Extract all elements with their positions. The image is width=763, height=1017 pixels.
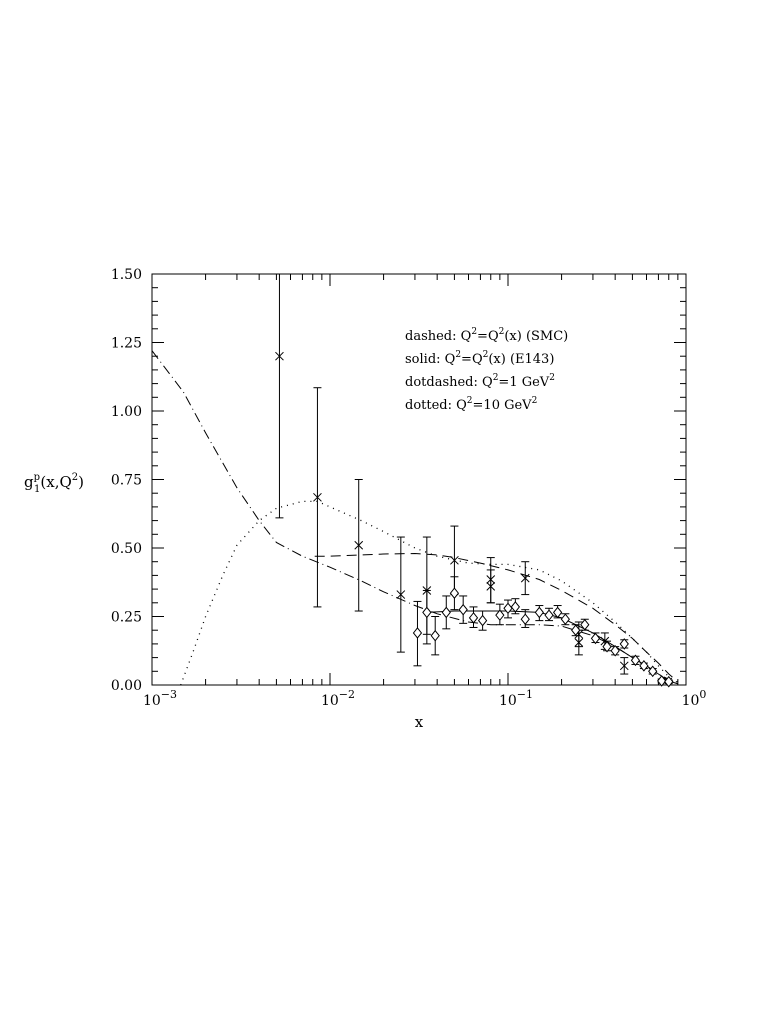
diamond-point <box>571 624 581 637</box>
diamond-marker <box>422 606 432 619</box>
tick-marks <box>151 273 687 686</box>
diamond-marker <box>619 638 629 650</box>
cross-marker <box>574 638 584 647</box>
legend: dashed: Q2=Q2(x) (SMC) solid: Q2=Q2(x) (E… <box>405 327 568 413</box>
diamond-marker <box>560 613 570 626</box>
diamond-marker <box>477 614 488 627</box>
diamond-marker <box>503 602 513 615</box>
diamond-point <box>430 616 440 656</box>
diamond-marker <box>520 613 530 626</box>
diamond-point <box>602 640 612 653</box>
diamond-point <box>619 638 629 650</box>
cross-marker <box>486 582 496 591</box>
diamond-marker <box>441 606 451 619</box>
solid-curve <box>426 610 679 685</box>
diamond-marker <box>534 606 544 619</box>
diamond-point <box>449 576 460 611</box>
diamond-marker <box>639 660 649 672</box>
y-tick-label: 0.25 <box>111 610 142 626</box>
diamond-point <box>630 654 641 667</box>
diamond-marker <box>449 587 460 600</box>
diamond-point <box>495 603 505 626</box>
cross-marker <box>450 555 459 565</box>
diamond-marker <box>552 606 563 619</box>
y-tick-label: 0.50 <box>111 541 142 557</box>
data-points <box>275 273 674 688</box>
cross-marker <box>520 573 530 583</box>
diamond-marker <box>510 601 521 613</box>
x-tick-label: 10−3 <box>143 688 177 709</box>
diamond-point <box>422 589 432 635</box>
diamond-point <box>544 607 554 622</box>
diamond-marker <box>468 612 479 624</box>
cross-marker <box>354 540 364 550</box>
diamond-point <box>664 675 674 688</box>
diamond-marker <box>580 618 590 631</box>
diamond-point <box>610 644 620 657</box>
dashed-curve <box>314 552 679 683</box>
diamond-marker <box>657 675 667 687</box>
legend-entry-dotted: dotted: Q2=10 GeV2 <box>405 396 537 413</box>
diamond-point <box>534 605 544 622</box>
cross-point <box>396 536 406 653</box>
diamond-point <box>510 598 521 615</box>
diamond-marker <box>630 654 641 667</box>
cross-point <box>520 561 530 596</box>
y-tick-label: 1.50 <box>111 267 142 283</box>
diamond-point <box>580 618 590 631</box>
diamond-point <box>477 610 488 631</box>
cross-point <box>486 569 496 604</box>
diamond-marker <box>648 665 658 678</box>
diamond-point <box>560 613 570 626</box>
diamond-marker <box>458 603 468 616</box>
y-tick-label: 1.25 <box>111 336 142 352</box>
diamond-marker <box>664 675 674 688</box>
x-tick-label: 10−2 <box>321 688 355 709</box>
legend-entry-dashed: dashed: Q2=Q2(x) (SMC) <box>405 327 568 344</box>
y-tick-label: 1.00 <box>111 404 142 420</box>
dotted-curve <box>180 500 679 686</box>
diamond-marker <box>571 624 581 637</box>
legend-entry-solid: solid: Q2=Q2(x) (E143) <box>405 350 554 367</box>
legend-entry-dotdashed: dotdashed: Q2=1 GeV2 <box>405 373 555 390</box>
diamond-marker <box>495 609 505 621</box>
y-tick-label: 0.75 <box>111 473 142 489</box>
cross-point <box>275 273 284 519</box>
x-tick-labels: 10−3 10−2 10−1 100 <box>143 688 706 709</box>
cross-marker <box>619 661 629 671</box>
cross-point <box>313 387 322 608</box>
diamond-point <box>458 595 468 624</box>
x-axis-label: x <box>415 713 424 731</box>
y-tick-labels: 0.00 0.25 0.50 0.75 1.00 1.25 1.50 <box>111 267 142 694</box>
y-axis-label: gp 1(x,Q2) <box>24 472 84 495</box>
diamond-point <box>412 600 423 667</box>
diamond-marker <box>544 609 554 621</box>
cross-marker <box>275 351 284 361</box>
diamond-point <box>520 609 530 628</box>
y-tick-label: 0.00 <box>111 678 142 694</box>
diamond-point <box>657 675 667 687</box>
diamond-marker <box>590 632 601 645</box>
diamond-point <box>441 595 451 630</box>
diamond-point <box>503 599 513 619</box>
diamond-point <box>648 665 658 678</box>
diamond-marker <box>430 629 440 642</box>
diamond-marker <box>610 644 620 657</box>
cross-point <box>619 657 629 675</box>
cross-marker <box>313 492 322 502</box>
diamond-point <box>590 632 601 645</box>
cross-point <box>354 479 364 612</box>
diamond-point <box>552 605 563 619</box>
cross-marker <box>396 590 406 599</box>
diamond-point <box>639 660 649 672</box>
diamond-marker <box>602 640 612 653</box>
x-tick-label: 10−1 <box>499 688 533 709</box>
diamond-marker <box>412 627 423 639</box>
diamond-point <box>468 606 479 628</box>
x-tick-label: 100 <box>682 688 707 709</box>
